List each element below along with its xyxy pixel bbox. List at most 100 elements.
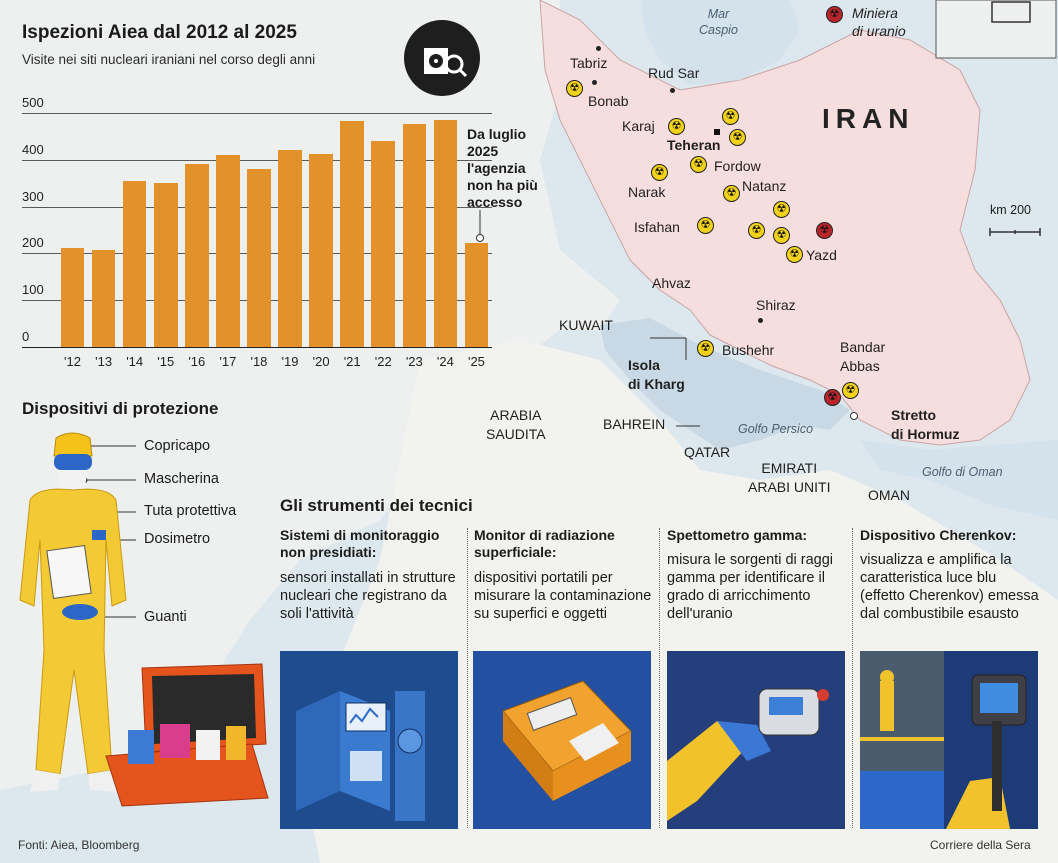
bar xyxy=(91,249,116,347)
column-divider xyxy=(659,528,660,828)
x-tick-label: '22 xyxy=(374,354,392,369)
gridline xyxy=(22,159,492,161)
x-tick-label: '14 xyxy=(126,354,144,369)
nuclear-site-icon: ☢ xyxy=(786,246,803,263)
persian-gulf xyxy=(600,318,850,450)
bar xyxy=(185,163,209,347)
city-dot xyxy=(758,318,763,323)
tool-2-description: dispositivi portatili per misurare la co… xyxy=(474,570,652,622)
x-tick-label: '23 xyxy=(405,354,423,369)
y-tick-label: 100 xyxy=(22,282,44,298)
country-saudi-line-2: SAUDITA xyxy=(486,426,546,442)
bar xyxy=(60,247,85,347)
bar xyxy=(247,169,271,347)
y-tick-label: 500 xyxy=(22,95,44,110)
chart-subtitle: Visite nei siti nucleari iraniani nel co… xyxy=(22,52,316,67)
place-hormuz-line-2: di Hormuz xyxy=(891,426,960,442)
gridline xyxy=(22,113,492,114)
tool-2-heading: Monitor di radiazione superficiale: xyxy=(474,527,615,560)
y-tick-label: 0 xyxy=(22,329,30,344)
place-kharg-line-1: Isola xyxy=(628,357,660,373)
country-uae-line-2: ARABI UNITI xyxy=(748,479,831,495)
sea-label-persico: Golfo Persico xyxy=(738,422,814,436)
country-oman: OMAN xyxy=(868,487,910,503)
tool-1-description: sensori installati in strutture nucleari… xyxy=(280,570,456,622)
country-label-iran: IRAN xyxy=(822,103,915,134)
uranium-mine-icon: ☢ xyxy=(816,222,833,239)
tool-3-description: misura le sorgenti di raggi gamma per id… xyxy=(667,552,834,622)
legend-mine-line-1: Miniera xyxy=(852,5,898,21)
city-karaj: Karaj xyxy=(622,118,655,134)
nuclear-site-icon: ☢ xyxy=(697,217,714,234)
nuclear-site-icon: ☢ xyxy=(729,129,746,146)
sea-label-caspio: Mar Caspio xyxy=(699,6,738,38)
bar xyxy=(216,155,240,347)
cherenkov-device-illustration xyxy=(860,651,1038,829)
scale-bar xyxy=(989,228,1041,236)
bar xyxy=(153,183,178,347)
city-narak: Narak xyxy=(628,184,666,200)
city-bonab: Bonab xyxy=(588,93,629,109)
country-uae: EMIRATI ARABI UNITI xyxy=(748,459,830,497)
tool-4-heading: Dispositivo Cherenkov: xyxy=(860,527,1017,543)
nuclear-site-icon: ☢ xyxy=(722,108,739,125)
city-bandar-abbas: Bandar Abbas xyxy=(840,338,885,376)
nuclear-site-icon: ☢ xyxy=(690,156,707,173)
bar xyxy=(278,150,302,347)
city-isfahan: Isfahan xyxy=(634,219,680,235)
x-tick-label: '13 xyxy=(95,354,113,369)
bar xyxy=(122,180,147,347)
sea-caspio-line-1: Mar xyxy=(707,7,730,21)
x-tick-label: '15 xyxy=(157,354,175,369)
ppe-label-suit: Tuta protettiva xyxy=(144,503,237,519)
tool-1-heading: Sistemi di monitoraggio non presidiati: xyxy=(280,527,440,560)
ppe-label-mask: Mascherina xyxy=(144,471,219,487)
city-teheran: Teheran xyxy=(667,137,721,153)
bar xyxy=(340,121,364,347)
nuclear-site-icon: ☢ xyxy=(566,80,583,97)
nuclear-site-icon: ☢ xyxy=(842,382,859,399)
city-bushehr: Bushehr xyxy=(722,342,775,358)
nuclear-site-icon: ☢ xyxy=(651,164,668,181)
city-tabriz: Tabriz xyxy=(570,55,608,71)
publisher-credit: Corriere della Sera xyxy=(930,838,1031,852)
city-dot xyxy=(596,46,601,51)
iran-shape xyxy=(539,0,1031,446)
unattended-monitoring-illustration xyxy=(280,651,458,829)
gulf-of-oman xyxy=(860,440,1058,520)
legend-mine-line-2: di uranio xyxy=(852,23,906,39)
place-kharg-line-2: di Kharg xyxy=(628,376,685,392)
city-ahvaz: Ahvaz xyxy=(652,275,691,291)
protective-suit-illustration xyxy=(19,432,127,792)
tools-title: Gli strumenti dei tecnici xyxy=(280,496,473,515)
country-bahrein: BAHREIN xyxy=(603,416,666,432)
nuclear-site-icon: ☢ xyxy=(773,201,790,218)
bar xyxy=(309,154,333,347)
city-shiraz: Shiraz xyxy=(756,297,796,313)
country-qatar: QATAR xyxy=(684,444,731,460)
x-tick-label: '21 xyxy=(343,354,361,369)
x-tick-label: '20 xyxy=(312,354,330,369)
inset-map xyxy=(935,0,1057,59)
ppe-label-dosimeter: Dosimetro xyxy=(144,531,211,547)
gridline xyxy=(22,347,492,348)
x-tick-label: '16 xyxy=(188,354,206,369)
nuclear-site-icon: ☢ xyxy=(723,185,740,202)
city-yazd: Yazd xyxy=(806,247,837,263)
ppe-label-gloves: Guanti xyxy=(144,609,187,625)
bar xyxy=(433,120,458,347)
caspian-sea xyxy=(640,0,800,85)
city-bandar: Bandar xyxy=(840,339,886,355)
x-tick-label: '19 xyxy=(281,354,299,369)
country-uae-line-1: EMIRATI xyxy=(761,460,818,476)
sea-caspio-line-2: Caspio xyxy=(699,23,738,37)
nuclear-site-icon: ☢ xyxy=(697,340,714,357)
y-tick-label: 200 xyxy=(22,235,44,251)
place-hormuz: Stretto di Hormuz xyxy=(891,406,959,444)
ppe-label-headgear: Copricapo xyxy=(144,438,211,454)
city-rud-sar: Rud Sar xyxy=(648,65,700,81)
x-tick-label: '25 xyxy=(467,354,485,369)
column-divider xyxy=(467,528,468,828)
nuclear-site-icon: ☢ xyxy=(773,227,790,244)
city-dot xyxy=(670,88,675,93)
